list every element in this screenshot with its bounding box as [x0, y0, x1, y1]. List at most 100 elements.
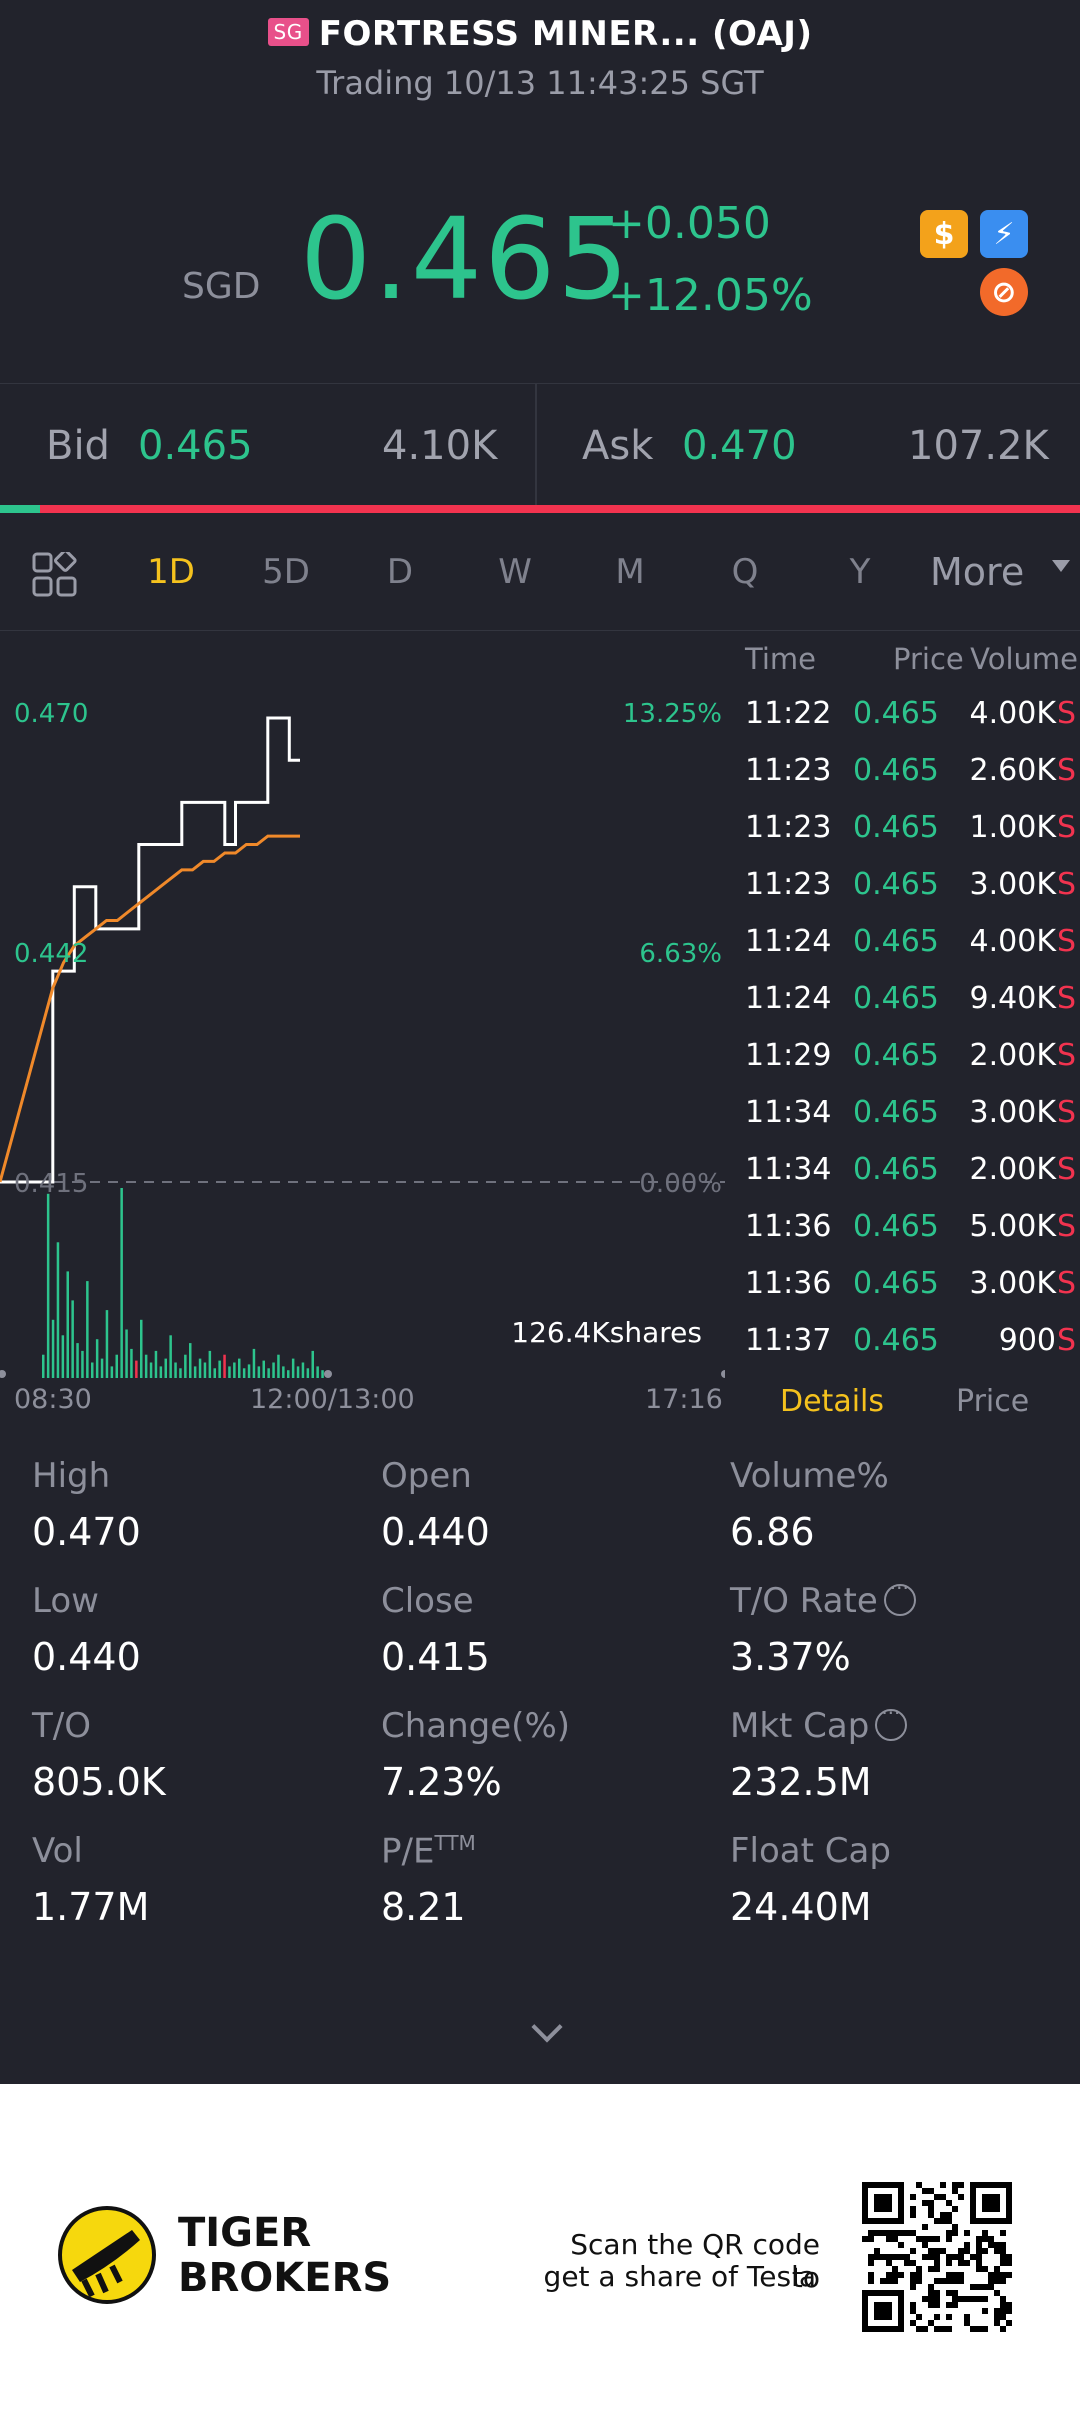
axis-start-dot — [0, 1370, 6, 1378]
trade-price: 0.465 — [853, 1209, 939, 1244]
trade-price: 0.465 — [853, 1038, 939, 1073]
last-price: 0.465 — [300, 195, 631, 325]
tab-price[interactable]: Price — [956, 1384, 1030, 1419]
volume-bars — [42, 1188, 324, 1378]
trade-price: 0.465 — [853, 867, 939, 902]
volume-bar — [46, 1193, 50, 1378]
trades-header-price: Price — [893, 642, 964, 676]
grid-icon[interactable] — [32, 552, 78, 598]
trade-side: S — [1056, 1152, 1076, 1187]
stat-pe-label: P/ETTM — [381, 1831, 476, 1871]
trade-row: 11:23 0.465 1.00K S — [745, 810, 1080, 867]
volume-bar — [174, 1362, 177, 1378]
trade-price: 0.465 — [853, 924, 939, 959]
volume-bar — [95, 1339, 99, 1378]
tab-5d[interactable]: 5D — [262, 552, 310, 592]
stat-change-value: 7.23% — [381, 1760, 502, 1804]
tab-d[interactable]: D — [386, 552, 414, 592]
pct-label-bottom: 0.00% — [639, 1169, 722, 1199]
trade-side: S — [1056, 924, 1076, 959]
volume-bar — [105, 1310, 109, 1378]
tab-1d[interactable]: 1D — [147, 552, 195, 592]
pct-label-top: 13.25% — [623, 699, 722, 729]
volume-bar — [149, 1362, 153, 1378]
stat-close-value: 0.415 — [381, 1635, 490, 1679]
price-change-percent: +12.05% — [608, 270, 813, 321]
trade-volume: 5.00K — [969, 1209, 1056, 1244]
volume-bar — [76, 1343, 79, 1378]
x-axis-mid: 12:00/13:00 — [250, 1384, 415, 1415]
price-line — [0, 716, 300, 1184]
volume-total-label: 126.4Kshares — [511, 1316, 702, 1349]
volume-bar — [287, 1370, 290, 1378]
volume-bar — [257, 1366, 261, 1378]
volume-bar — [296, 1366, 300, 1378]
tab-m[interactable]: M — [615, 552, 645, 592]
trade-side: S — [1056, 981, 1076, 1016]
stat-to-rate-value: 3.37% — [730, 1635, 851, 1679]
volume-bar — [203, 1362, 207, 1378]
volume-bar — [238, 1358, 241, 1378]
tab-w[interactable]: W — [498, 552, 532, 592]
trade-volume: 4.00K — [969, 696, 1056, 731]
ask-volume-bar — [40, 505, 1080, 513]
volume-bar — [66, 1271, 69, 1378]
volume-bar — [51, 1319, 55, 1378]
stat-to-value: 805.0K — [32, 1760, 166, 1804]
bid-volume-bar — [0, 505, 40, 513]
stat-volume-pct-value: 6.86 — [730, 1510, 815, 1554]
axis-mid-dot — [324, 1370, 332, 1378]
more-info-icon[interactable] — [875, 1701, 908, 1741]
volume-bar — [267, 1368, 270, 1378]
flash-icon[interactable]: ⚡ — [980, 210, 1028, 258]
volume-bar — [282, 1366, 285, 1378]
trade-time: 11:34 — [745, 1095, 832, 1130]
trade-time: 11:36 — [745, 1209, 832, 1244]
chevron-down-icon[interactable] — [531, 2011, 563, 2043]
volume-bar — [91, 1362, 94, 1378]
tab-details[interactable]: Details — [780, 1384, 885, 1419]
stat-to-rate-text: T/O Rate — [730, 1581, 878, 1621]
brand-name-line2: BROKERS — [178, 2255, 392, 2301]
trade-volume: 1.00K — [969, 810, 1056, 845]
trade-row: 11:29 0.465 2.00K S — [745, 1038, 1080, 1095]
volume-bar — [189, 1343, 192, 1378]
currency-label: SGD — [182, 266, 261, 307]
bid-ask-row[interactable] — [0, 383, 1080, 507]
x-axis-start: 08:30 — [14, 1384, 92, 1415]
trade-row: 11:24 0.465 9.40K S — [745, 981, 1080, 1038]
margin-icon[interactable]: ⊘ — [980, 268, 1028, 316]
tab-y[interactable]: Y — [849, 552, 871, 592]
brand-name-line1: TIGER — [178, 2210, 312, 2256]
volume-bar — [228, 1366, 231, 1378]
tab-more[interactable]: More — [930, 550, 1025, 594]
more-info-icon[interactable] — [883, 1576, 916, 1616]
ask-size: 107.2K — [908, 423, 1049, 469]
trade-side: S — [1056, 810, 1076, 845]
chevron-down-icon[interactable] — [1052, 560, 1070, 572]
volume-bar — [193, 1366, 197, 1378]
market-badge: SG — [267, 18, 309, 46]
stat-close-label: Close — [381, 1581, 474, 1621]
stat-float-cap-value: 24.40M — [730, 1885, 872, 1929]
volume-bar — [252, 1348, 256, 1378]
stat-low-label: Low — [32, 1581, 99, 1621]
trade-volume: 2.00K — [969, 1038, 1056, 1073]
trade-price: 0.465 — [853, 1323, 939, 1358]
trade-row: 11:36 0.465 3.00K S — [745, 1266, 1080, 1323]
tab-q[interactable]: Q — [731, 552, 759, 592]
intraday-chart[interactable]: 0.470 0.442 0.415 13.25% 6.63% 0.00% 126… — [0, 690, 725, 1380]
trade-time: 11:23 — [745, 867, 832, 902]
stat-float-cap-label: Float Cap — [730, 1831, 891, 1871]
trade-volume: 2.00K — [969, 1152, 1056, 1187]
trade-time: 11:34 — [745, 1152, 832, 1187]
volume-bar — [154, 1350, 158, 1378]
volume-bar — [110, 1366, 114, 1378]
dollar-icon[interactable]: $ — [920, 210, 968, 258]
stat-mkt-cap-label: Mkt Cap — [730, 1701, 908, 1746]
volume-bar — [262, 1360, 265, 1378]
volume-bar — [223, 1354, 226, 1378]
stat-open-label: Open — [381, 1456, 472, 1496]
trade-time: 11:23 — [745, 753, 832, 788]
trade-row: 11:34 0.465 3.00K S — [745, 1095, 1080, 1152]
